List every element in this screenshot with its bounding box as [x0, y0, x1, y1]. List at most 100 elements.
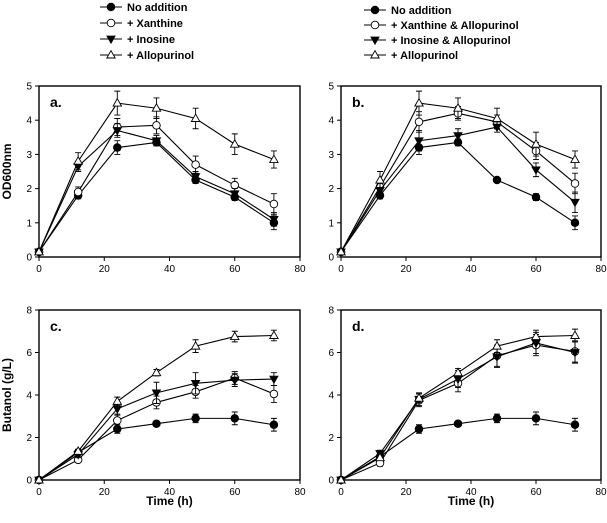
data-point	[531, 331, 541, 341]
data-point	[269, 216, 279, 225]
x-axis-title: Time (h)	[146, 494, 192, 508]
panel-c: 0 20 40 60 80 0 2 4 6 8 c. Time (h) Butanol (g/L)	[0, 306, 306, 509]
legend-label: + Inosine & Allopurinol	[391, 35, 511, 47]
y-tick-label: 6	[328, 348, 334, 359]
legend-item-xanthine-allopurinol: + Xanthine & Allopurinol	[364, 20, 519, 32]
data-point	[34, 474, 44, 484]
legend-marker	[370, 20, 380, 30]
legend-label: + Xanthine	[127, 18, 183, 30]
legend-label: No addition	[127, 2, 188, 14]
data-point	[570, 218, 580, 228]
x-tick-label: 80	[595, 264, 607, 275]
x-tick-label: 40	[465, 487, 477, 498]
data-point	[492, 340, 502, 350]
y-tick-label: 5	[26, 82, 32, 93]
panel-label: b.	[352, 94, 364, 110]
data-point	[113, 416, 122, 425]
series-allopurinol	[34, 90, 279, 256]
data-point	[229, 331, 240, 341]
y-tick-label: 1	[26, 218, 32, 229]
x-tick-label: 20	[99, 264, 111, 275]
data-point	[73, 446, 84, 455]
data-point	[570, 349, 580, 358]
y-tick-label: 0	[26, 476, 32, 487]
legend-label: + Allopurinol	[127, 50, 194, 62]
panel-label: d.	[352, 318, 364, 334]
y-tick-label: 5	[328, 82, 334, 93]
legend-marker	[106, 18, 116, 28]
data-point	[269, 375, 279, 385]
data-point	[229, 138, 240, 148]
series-allopurinol	[336, 90, 580, 256]
legend-label: + Xanthine & Allopurinol	[391, 20, 519, 32]
x-tick-label: 0	[36, 487, 42, 498]
data-point	[414, 117, 424, 127]
data-point	[73, 187, 83, 197]
data-point	[414, 97, 424, 107]
y-axis-title: Butanol (g/L)	[0, 358, 14, 432]
legend-marker	[106, 2, 116, 12]
data-point	[492, 175, 502, 185]
legend-marker	[370, 36, 380, 46]
series-allopurinol	[34, 329, 279, 484]
y-tick-label: 3	[26, 150, 32, 161]
x-tick-label: 40	[164, 487, 176, 498]
legend-label: + Allopurinol	[391, 50, 458, 62]
y-tick-label: 4	[26, 116, 32, 127]
legend-a: No addition + Xanthine + Inosine + Allopuri…	[100, 2, 194, 62]
panel-d: 0 20 40 60 80 0 2 4 6 8 d. Time (h)	[328, 306, 607, 509]
x-tick-label: 0	[36, 264, 42, 275]
series-line	[340, 102, 576, 253]
data-point	[570, 420, 580, 430]
panel-a: 0 20 40 60 80 0 1 2 3 4 5 a. OD600nm	[0, 82, 306, 276]
data-point	[151, 102, 162, 112]
data-point	[570, 179, 580, 188]
data-point	[531, 414, 541, 423]
data-point	[151, 389, 162, 398]
data-point	[113, 143, 122, 152]
data-point	[152, 419, 161, 428]
x-tick-label: 80	[294, 487, 306, 498]
data-point	[570, 198, 580, 208]
data-point	[229, 376, 240, 386]
legend-item-inosine: + Inosine	[100, 34, 175, 46]
y-tick-label: 2	[328, 184, 334, 195]
data-point	[492, 414, 502, 423]
legend-label: No addition	[391, 5, 452, 17]
data-point	[414, 392, 424, 402]
y-tick-label: 2	[26, 184, 32, 195]
data-point	[453, 102, 463, 112]
data-point	[191, 414, 200, 423]
data-point	[414, 424, 424, 434]
series-allopurinol	[336, 328, 580, 484]
data-point	[453, 132, 463, 141]
data-point	[414, 137, 424, 146]
data-point	[230, 180, 239, 190]
data-point	[492, 113, 502, 122]
data-point	[190, 113, 201, 122]
legend-marker	[106, 49, 116, 59]
data-point	[151, 367, 162, 377]
x-tick-label: 20	[400, 264, 412, 275]
x-tick-label: 60	[530, 264, 542, 275]
panel-label: c.	[50, 318, 62, 334]
x-tick-label: 60	[530, 487, 542, 498]
x-tick-label: 80	[294, 264, 306, 275]
data-point	[34, 246, 44, 256]
series-no-addition	[34, 411, 279, 485]
y-tick-label: 4	[26, 391, 32, 402]
legend-item-inosine-allopurinol: + Inosine & Allopurinol	[364, 35, 511, 47]
data-point	[268, 154, 279, 163]
legend-item-xanthine: + Xanthine	[100, 18, 183, 30]
legend-item-no-addition: No addition	[364, 5, 452, 17]
y-tick-label: 0	[26, 253, 32, 264]
data-point	[531, 192, 541, 202]
data-point	[268, 330, 279, 339]
data-point	[375, 452, 385, 462]
y-tick-label: 4	[328, 391, 334, 402]
y-tick-label: 8	[26, 306, 32, 317]
data-point	[152, 121, 161, 130]
legend-b: No addition + Xanthine & Allopurinol + Ino…	[364, 5, 519, 62]
x-tick-label: 20	[400, 487, 412, 498]
series-no-addition	[336, 411, 580, 485]
